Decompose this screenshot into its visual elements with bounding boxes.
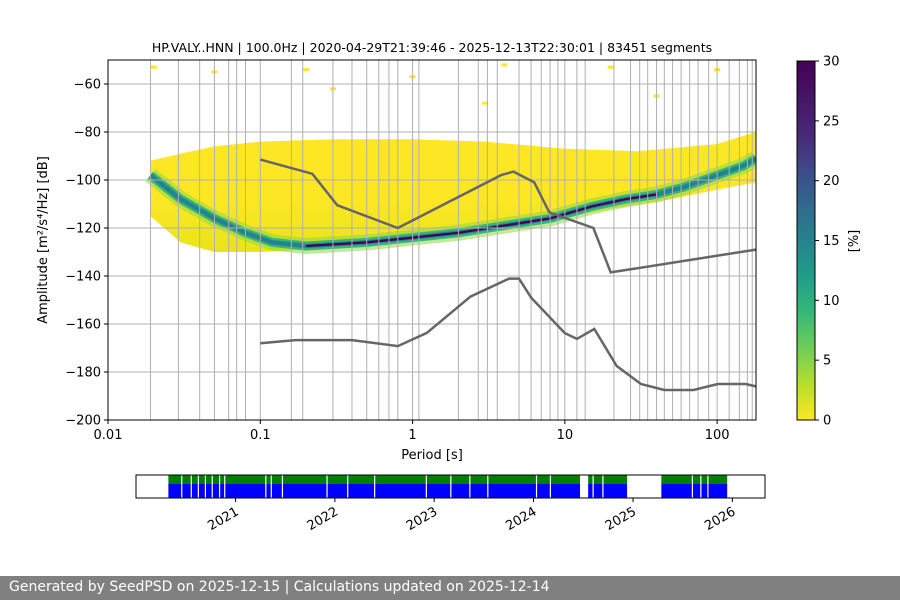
timeline-gap [211, 475, 213, 498]
timeline-tick-label: 2024 [503, 504, 539, 534]
timeline-available-segment [661, 484, 728, 498]
timeline-processed-segment [588, 475, 628, 484]
timeline-gap [549, 475, 552, 498]
psd-occupied-band [150, 132, 756, 252]
timeline-gap [347, 475, 349, 498]
timeline-gap [218, 475, 221, 498]
colorbar-ticks: 0 5 10 15 20 25 30 [815, 55, 840, 429]
colorbar [796, 60, 816, 421]
timeline-gap [487, 475, 489, 498]
timeline-gap [190, 475, 192, 498]
timeline-gap [326, 475, 328, 498]
colorbar-tick-label: 0 [823, 414, 831, 429]
timeline-gap [197, 475, 199, 498]
timeline-gap [700, 475, 702, 498]
x-tick-label: 100 [705, 428, 730, 443]
footer-bar: Generated by SeedPSD on 2025-12-15 | Cal… [0, 576, 900, 600]
colorbar-tick-label: 25 [823, 114, 840, 129]
y-tick-label: −140 [65, 270, 101, 285]
x-tick-label: 0.1 [250, 428, 271, 443]
timeline-frame [135, 474, 766, 499]
timeline-tick-label: 2022 [305, 504, 341, 534]
x-tick-label: 0.01 [94, 428, 123, 443]
footer-text: Generated by SeedPSD on 2025-12-15 | Cal… [9, 579, 550, 595]
grid [108, 60, 756, 420]
colorbar-tick-label: 5 [823, 354, 831, 369]
timeline-gap [450, 475, 452, 498]
y-tick-label: −100 [65, 174, 101, 189]
nhnm-curve [259, 158, 756, 274]
x-tick-label: 1 [408, 428, 416, 443]
timeline-gap [265, 475, 267, 498]
timeline-tick-label: 2025 [603, 504, 639, 534]
y-tick-label: −60 [74, 78, 101, 93]
timeline-gap [425, 475, 427, 498]
y-tick-label: −160 [65, 318, 101, 333]
timeline-gap [707, 475, 709, 498]
timeline-gap [224, 475, 226, 498]
psd-sparse-cell [482, 101, 489, 105]
colorbar-tick-label: 10 [823, 294, 840, 309]
psd-sparse-cell [607, 65, 614, 69]
timeline-available-segment [588, 484, 628, 498]
y-tick-label: −120 [65, 222, 101, 237]
colorbar-tick-label: 15 [823, 234, 840, 249]
y-axis: −200 −180 −160 −140 −120 −100 −80 −60 [65, 78, 108, 429]
psd-figure: HP.VALY..HNN | 100.0Hz | 2020-04-29T21:3… [36, 40, 862, 534]
colorbar-tick-label: 30 [823, 55, 840, 70]
timeline-gap [281, 475, 284, 498]
colorbar-label: [%] [847, 230, 862, 253]
timeline-axis: 2021 2022 2023 2024 2025 2026 [205, 498, 738, 534]
psd-sparse-cell [150, 65, 157, 69]
timeline-processed-segment [661, 475, 728, 484]
timeline-gap [204, 475, 207, 498]
x-tick-label: 10 [557, 428, 574, 443]
timeline-gap [181, 475, 183, 498]
y-tick-label: −80 [74, 126, 101, 141]
y-tick-label: −180 [65, 366, 101, 381]
y-axis-label: Amplitude [m²/s⁴/Hz] [dB] [36, 156, 51, 324]
timeline-tick-label: 2023 [404, 504, 440, 534]
timeline-tick-label: 2026 [702, 504, 738, 534]
data-availability-timeline [168, 475, 728, 498]
timeline-gap [374, 475, 376, 498]
psd-sparse-cell [501, 63, 508, 67]
chart-title: HP.VALY..HNN | 100.0Hz | 2020-04-29T21:3… [152, 40, 712, 55]
timeline-gap [270, 475, 272, 498]
y-tick-label: −200 [65, 414, 101, 429]
psd-sparse-cell [303, 68, 310, 72]
colorbar-tick-label: 20 [823, 174, 840, 189]
timeline-gap [592, 475, 594, 498]
nlnm-curve [260, 277, 756, 392]
timeline-gap [535, 475, 538, 498]
timeline-gap [469, 475, 471, 498]
x-axis-label: Period [s] [401, 448, 463, 463]
psd-heatmap [145, 63, 756, 254]
x-axis: 0.01 0.1 1 10 100 [94, 420, 730, 443]
timeline-gap [691, 475, 694, 498]
plot-frame [107, 59, 757, 421]
timeline-tick-label: 2021 [205, 504, 241, 534]
timeline-gap [602, 475, 604, 498]
